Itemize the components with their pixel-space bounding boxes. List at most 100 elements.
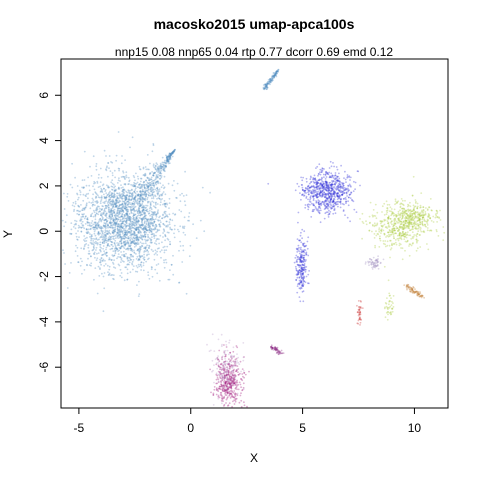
data-point [120,242,123,244]
data-point [397,219,400,222]
data-point [330,184,332,186]
data-point [403,214,406,216]
data-point [104,189,107,191]
data-point [302,242,304,245]
data-point [307,191,309,194]
data-point [147,194,150,197]
data-point [209,368,212,371]
data-point [127,195,130,198]
data-point [278,351,281,354]
data-point [163,251,166,254]
data-point [359,311,362,313]
data-point [135,258,138,260]
data-point [299,260,302,262]
data-point [128,259,130,262]
data-point [272,75,275,78]
data-point [415,216,418,219]
data-point [274,346,277,349]
data-point [216,377,219,379]
data-point [301,186,304,189]
data-point [162,191,165,193]
data-point [334,174,337,177]
data-point [381,220,384,223]
data-point [106,224,109,227]
data-point [128,201,131,204]
data-point [109,194,111,197]
data-point [138,220,140,223]
data-point [164,258,167,261]
data-point [118,249,121,252]
data-point [139,226,142,229]
data-point [136,210,139,213]
data-point [306,204,309,206]
data-point [79,218,82,221]
data-point [357,170,360,173]
data-point [153,190,156,193]
data-point [141,223,144,226]
data-point [142,242,145,245]
cluster-0 [61,131,212,313]
data-point [405,217,407,220]
data-point [131,209,134,212]
data-point [331,195,333,198]
data-point [223,365,226,368]
data-point [152,212,155,215]
data-point [324,193,327,195]
data-point [126,210,129,213]
data-point [100,212,103,215]
data-point [412,242,414,244]
data-point [305,259,307,261]
data-point [120,215,123,218]
data-point [122,205,125,208]
data-point [110,208,112,210]
data-point [419,234,421,236]
data-point [271,347,274,349]
data-point [316,183,318,186]
data-point [348,194,351,196]
data-point [277,350,279,352]
data-point [146,187,148,190]
data-point [80,247,83,250]
data-point [416,233,419,236]
data-point [336,179,338,182]
data-point [115,218,118,221]
data-point [325,194,328,197]
data-point [232,391,235,394]
data-point [295,273,298,276]
data-point [215,388,218,391]
data-point [411,288,414,290]
data-point [359,321,362,324]
data-point [146,185,149,188]
data-point [154,242,156,245]
data-point [159,204,162,206]
data-point [140,185,143,188]
data-point [111,215,113,218]
data-point [223,376,226,379]
data-point [123,231,126,234]
data-point [413,205,416,208]
data-point [101,242,104,244]
data-point [215,363,218,366]
data-point [116,225,119,228]
data-point [307,184,310,187]
data-point [346,174,349,176]
data-point [138,251,141,253]
data-point [400,237,402,240]
data-point [146,208,149,211]
data-point [140,255,143,257]
data-point [127,198,130,201]
data-point [321,180,323,182]
data-point [169,219,172,221]
data-point [141,201,144,203]
data-point [168,221,171,224]
data-point [118,232,120,235]
data-point [147,218,150,221]
data-point [427,216,430,218]
data-point [102,260,104,262]
data-point [102,183,105,186]
data-point [134,205,137,208]
data-point [275,349,277,352]
data-point [224,392,227,395]
data-point [229,365,232,368]
data-point [120,187,123,189]
